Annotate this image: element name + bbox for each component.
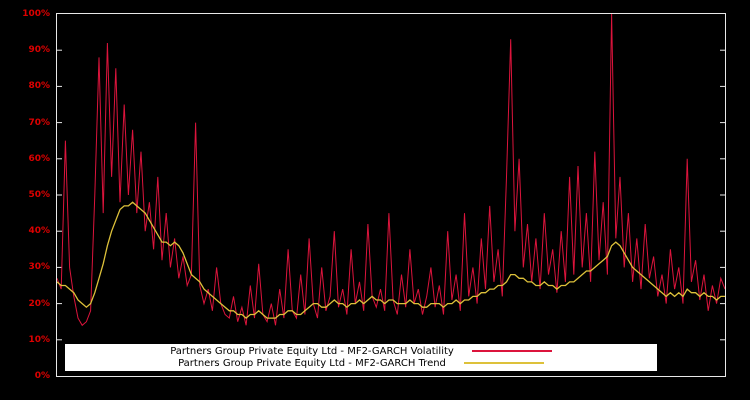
legend-row-trend: Partners Group Private Equity Ltd - MF2-… <box>65 357 657 369</box>
legend-label-trend: Partners Group Private Equity Ltd - MF2-… <box>178 357 446 369</box>
y-axis-label: 0% <box>34 371 50 381</box>
y-axis-label: 50% <box>28 190 50 200</box>
y-axis-label: 80% <box>28 81 50 92</box>
volatility-series-line <box>57 14 725 327</box>
y-axis-label: 40% <box>28 226 50 237</box>
trend-series-line <box>57 201 725 319</box>
legend-row-volatility: Partners Group Private Equity Ltd - MF2-… <box>65 345 657 357</box>
y-axis-label: 60% <box>28 153 50 164</box>
volatility-line-sample <box>471 350 552 352</box>
trend-line-sample <box>463 362 544 364</box>
y-axis-label: 10% <box>28 334 50 345</box>
plot-area: Partners Group Private Equity Ltd - MF2-… <box>56 13 726 377</box>
y-axis-label: 70% <box>28 117 50 128</box>
legend-label-volatility: Partners Group Private Equity Ltd - MF2-… <box>170 345 454 357</box>
chart-canvas <box>57 14 725 341</box>
y-axis-label: 30% <box>28 262 50 273</box>
y-axis-label: 20% <box>28 298 50 309</box>
y-axis-label: 90% <box>28 45 50 56</box>
legend: Partners Group Private Equity Ltd - MF2-… <box>65 344 657 371</box>
y-axis-label: 100% <box>22 9 50 19</box>
